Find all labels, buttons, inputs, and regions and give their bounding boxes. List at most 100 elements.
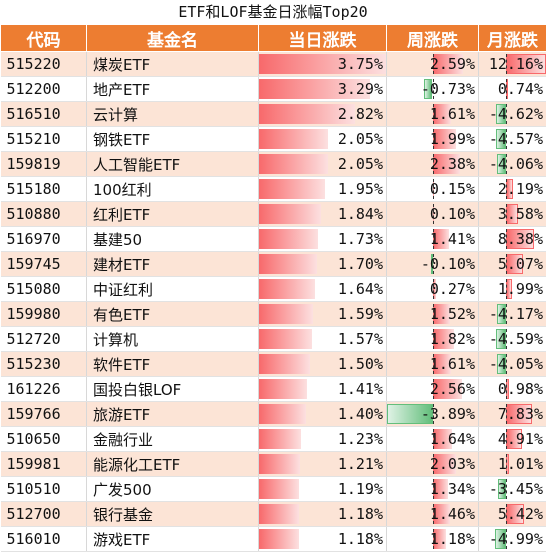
day-change-cell: 1.84% <box>259 202 387 227</box>
day-change-cell: 1.50% <box>259 352 387 377</box>
day-change-value: 1.84% <box>338 205 383 223</box>
day-change-cell: 2.05% <box>259 152 387 177</box>
month-change-cell: 5.42% <box>479 502 546 527</box>
fund-name: 软件ETF <box>87 352 259 377</box>
fund-code: 159980 <box>1 302 87 327</box>
month-change-cell: 0.74% <box>479 77 546 102</box>
header-month-change[interactable]: 月涨跌 <box>479 25 546 52</box>
day-data-bar <box>259 429 301 449</box>
day-data-bar <box>259 204 321 224</box>
day-data-bar <box>259 479 299 499</box>
day-change-cell: 1.59% <box>259 302 387 327</box>
fund-code: 515230 <box>1 352 87 377</box>
month-change-cell: -4.17% <box>479 302 546 327</box>
header-day-change[interactable]: 当日涨跌 <box>259 25 387 52</box>
week-change-cell: 2.03% <box>387 452 479 477</box>
day-change-cell: 1.40% <box>259 402 387 427</box>
week-change-value: 1.52% <box>430 305 475 323</box>
week-change-cell: -0.10% <box>387 252 479 277</box>
week-change-cell: 1.18% <box>387 527 479 552</box>
month-change-cell: 0.98% <box>479 377 546 402</box>
header-row: 代码 基金名 当日涨跌 周涨跌 月涨跌 <box>1 25 546 52</box>
header-code[interactable]: 代码 <box>1 25 87 52</box>
week-change-cell: 1.82% <box>387 327 479 352</box>
month-change-value: 0.98% <box>498 380 543 398</box>
fund-name: 基建50 <box>87 227 259 252</box>
fund-code: 515220 <box>1 52 87 77</box>
month-change-value: -4.57% <box>489 130 543 148</box>
month-change-cell: 3.58% <box>479 202 546 227</box>
day-change-value: 2.05% <box>338 130 383 148</box>
month-change-cell: 4.91% <box>479 427 546 452</box>
header-week-change[interactable]: 周涨跌 <box>387 25 479 52</box>
fund-name: 100红利 <box>87 177 259 202</box>
fund-code: 516010 <box>1 527 87 552</box>
fund-code: 159766 <box>1 402 87 427</box>
day-change-value: 1.18% <box>338 505 383 523</box>
day-data-bar <box>259 354 310 374</box>
month-change-value: -4.05% <box>489 355 543 373</box>
day-change-cell: 1.95% <box>259 177 387 202</box>
day-data-bar <box>259 229 318 249</box>
day-data-bar <box>259 304 313 324</box>
day-change-value: 1.57% <box>338 330 383 348</box>
day-change-value: 1.18% <box>338 530 383 548</box>
week-change-value: -3.89% <box>421 405 475 423</box>
fund-name: 旅游ETF <box>87 402 259 427</box>
day-change-cell: 3.75% <box>259 52 387 77</box>
month-change-value: 5.07% <box>498 255 543 273</box>
fund-code: 512700 <box>1 502 87 527</box>
day-change-cell: 1.70% <box>259 252 387 277</box>
week-change-cell: 0.27% <box>387 277 479 302</box>
fund-code: 161226 <box>1 377 87 402</box>
day-change-value: 1.40% <box>338 405 383 423</box>
week-change-value: 2.56% <box>430 380 475 398</box>
day-change-cell: 1.23% <box>259 427 387 452</box>
fund-name: 计算机 <box>87 327 259 352</box>
week-change-cell: 1.99% <box>387 127 479 152</box>
week-change-value: -0.73% <box>421 80 475 98</box>
fund-code: 516970 <box>1 227 87 252</box>
day-data-bar <box>259 154 328 174</box>
day-change-cell: 1.21% <box>259 452 387 477</box>
fund-name: 人工智能ETF <box>87 152 259 177</box>
header-fund-name[interactable]: 基金名 <box>87 25 259 52</box>
day-data-bar <box>259 379 307 399</box>
day-change-cell: 1.57% <box>259 327 387 352</box>
day-change-cell: 1.64% <box>259 277 387 302</box>
table-title: ETF和LOF基金日涨幅Top20 <box>0 0 546 24</box>
month-change-cell: 1.01% <box>479 452 546 477</box>
month-change-value: 7.83% <box>498 405 543 423</box>
week-change-cell: 0.15% <box>387 177 479 202</box>
month-change-value: -4.17% <box>489 305 543 323</box>
week-change-cell: -3.89% <box>387 402 479 427</box>
month-change-cell: -3.45% <box>479 477 546 502</box>
fund-name: 广发500 <box>87 477 259 502</box>
week-change-value: 1.41% <box>430 230 475 248</box>
month-change-cell: -4.99% <box>479 527 546 552</box>
day-change-cell: 1.19% <box>259 477 387 502</box>
fund-name: 游戏ETF <box>87 527 259 552</box>
week-change-cell: 1.61% <box>387 102 479 127</box>
fund-code: 515210 <box>1 127 87 152</box>
